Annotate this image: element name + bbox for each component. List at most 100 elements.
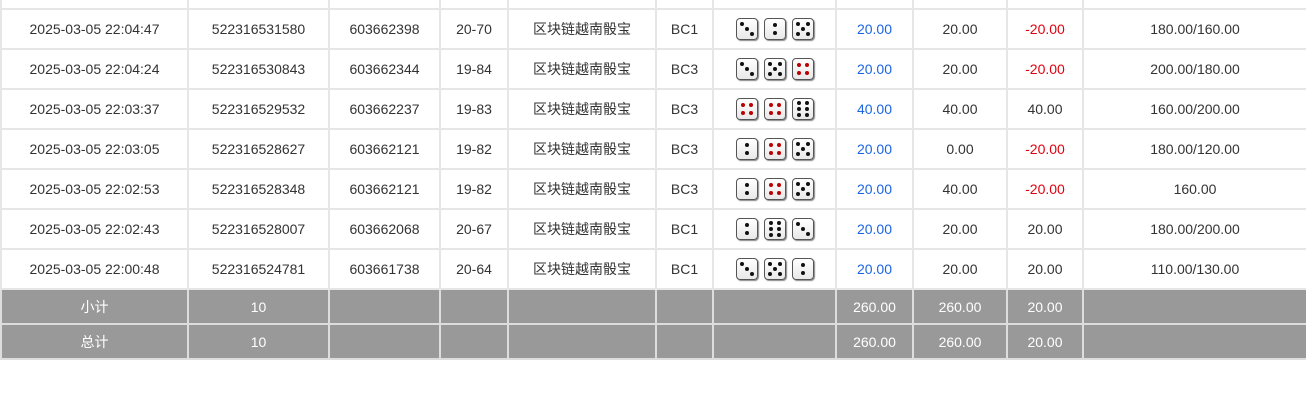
die-2-icon: [735, 178, 758, 200]
die-5-icon: [763, 58, 786, 80]
die-5-icon: [791, 178, 814, 200]
cell-time: 2025-03-05 22:04:24: [0, 48, 189, 90]
cell-balance: 160.00/200.00: [1082, 88, 1306, 130]
cell-balance: 180.00/200.00: [1082, 208, 1306, 250]
cell-win: [1006, 0, 1084, 10]
cell-win: 20.00: [1006, 248, 1084, 290]
cell-issue-no: 603662398: [328, 8, 441, 50]
cell-time: 2025-03-05 22:03:05: [0, 128, 189, 170]
cell-balance: 180.00/120.00: [1082, 128, 1306, 170]
cell-game: 区块链越南骰宝: [507, 168, 657, 210]
cell-game: 区块链越南骰宝: [507, 88, 657, 130]
cell-balance: 180.00/160.00: [1082, 8, 1306, 50]
cell-valid: 40.00: [912, 168, 1008, 210]
empty-cell: [712, 323, 837, 360]
cell-balance: 110.00/130.00: [1082, 248, 1306, 290]
table-row: [0, 0, 1306, 10]
cell-table: BC3: [655, 88, 714, 130]
table-row: 2025-03-05 22:03:05 522316528627 603662121…: [0, 128, 1306, 170]
cell-valid: 40.00: [912, 88, 1008, 130]
cell-time: 2025-03-05 22:04:47: [0, 8, 189, 50]
table-row: 2025-03-05 22:04:24 522316530843 603662344…: [0, 48, 1306, 90]
cell-time: 2025-03-05 22:02:53: [0, 168, 189, 210]
dice-result: [735, 258, 814, 280]
table-row: 2025-03-05 22:03:37 522316529532 603662237…: [0, 88, 1306, 130]
empty-cell: [655, 288, 714, 325]
cell-id: [187, 0, 330, 10]
empty-cell: [439, 323, 509, 360]
total-bet: 260.00: [835, 323, 914, 360]
subtotal-label: 小计: [0, 288, 189, 325]
die-2-icon: [735, 218, 758, 240]
cell-period: 19-82: [439, 128, 509, 170]
cell-balance: 160.00: [1082, 168, 1306, 210]
cell-valid: 0.00: [912, 128, 1008, 170]
cell-id: 522316531580: [187, 8, 330, 50]
empty-cell: [655, 323, 714, 360]
cell-dice: [712, 8, 837, 50]
dice-result: [735, 178, 814, 200]
cell-period: 19-84: [439, 48, 509, 90]
cell-game: [507, 0, 657, 10]
dice-result: [735, 98, 814, 120]
cell-period: 20-67: [439, 208, 509, 250]
die-3-icon: [735, 258, 758, 280]
cell-bet: 20.00: [835, 48, 914, 90]
die-5-icon: [791, 138, 814, 160]
cell-issue-no: 603662121: [328, 128, 441, 170]
cell-valid: 20.00: [912, 248, 1008, 290]
die-4-icon: [791, 58, 814, 80]
empty-cell: [507, 288, 657, 325]
die-2-icon: [763, 18, 786, 40]
empty-cell: [328, 288, 441, 325]
die-2-icon: [791, 258, 814, 280]
total-row: 总计 10 260.00 260.00 20.00: [0, 323, 1306, 360]
cell-period: 19-82: [439, 168, 509, 210]
table-row: 2025-03-05 22:02:53 522316528348 603662121…: [0, 168, 1306, 210]
die-3-icon: [791, 218, 814, 240]
total-win: 20.00: [1006, 323, 1084, 360]
cell-table: BC3: [655, 168, 714, 210]
cell-issue-no: [328, 0, 441, 10]
cell-issue-no: 603662344: [328, 48, 441, 90]
cell-period: 20-64: [439, 248, 509, 290]
cell-period: [439, 0, 509, 10]
cell-dice: [712, 0, 837, 10]
cell-win: -20.00: [1006, 168, 1084, 210]
cell-bet: 20.00: [835, 248, 914, 290]
cell-game: 区块链越南骰宝: [507, 208, 657, 250]
cell-table: BC1: [655, 248, 714, 290]
dice-result: [735, 218, 814, 240]
die-6-icon: [763, 218, 786, 240]
cell-id: 522316530843: [187, 48, 330, 90]
die-5-icon: [791, 18, 814, 40]
cell-id: 522316528007: [187, 208, 330, 250]
empty-cell: [507, 323, 657, 360]
dice-result: [735, 138, 814, 160]
cell-valid: 20.00: [912, 8, 1008, 50]
subtotal-row: 小计 10 260.00 260.00 20.00: [0, 288, 1306, 325]
cell-issue-no: 603662068: [328, 208, 441, 250]
subtotal-win: 20.00: [1006, 288, 1084, 325]
cell-issue-no: 603662121: [328, 168, 441, 210]
cell-id: 522316524781: [187, 248, 330, 290]
cell-time: 2025-03-05 22:00:48: [0, 248, 189, 290]
die-3-icon: [735, 58, 758, 80]
total-count: 10: [187, 323, 330, 360]
total-valid: 260.00: [912, 323, 1008, 360]
cell-dice: [712, 128, 837, 170]
empty-cell: [712, 288, 837, 325]
empty-cell: [439, 288, 509, 325]
cell-issue-no: 603661738: [328, 248, 441, 290]
cell-game: 区块链越南骰宝: [507, 128, 657, 170]
die-4-icon: [735, 98, 758, 120]
cell-bet: 20.00: [835, 8, 914, 50]
cell-win: -20.00: [1006, 48, 1084, 90]
cell-win: 40.00: [1006, 88, 1084, 130]
empty-cell: [328, 323, 441, 360]
cell-dice: [712, 48, 837, 90]
cell-win: 20.00: [1006, 208, 1084, 250]
cell-bet: 40.00: [835, 88, 914, 130]
cell-table: BC1: [655, 8, 714, 50]
cell-time: 2025-03-05 22:02:43: [0, 208, 189, 250]
